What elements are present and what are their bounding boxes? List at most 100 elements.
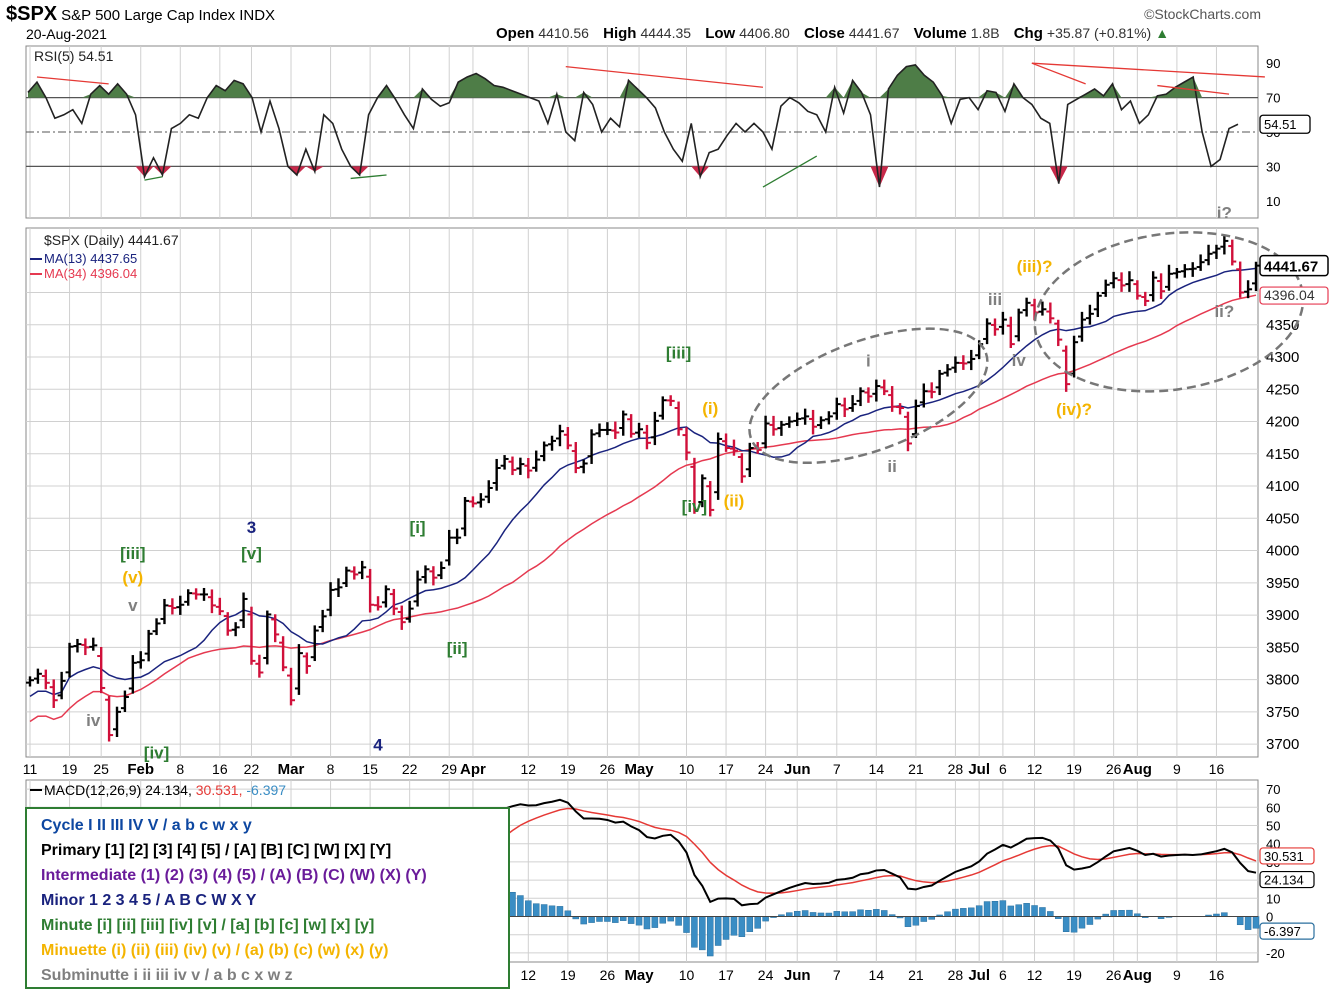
price-bar [959,355,968,370]
wave-degree-legend: Cycle I II III IV V / a b c w x y Primar… [25,807,510,989]
macd-hist-bar [786,912,793,917]
price-bar [287,667,296,706]
macd-hist-bar [983,901,991,917]
macd-hist-bar [817,912,825,917]
price-bar [429,566,438,586]
wave-label: (iii)? [1017,257,1053,276]
macd-hist-bar [1252,916,1260,929]
price-bar [840,397,849,418]
x-tick-label: 15 [362,761,378,777]
macd-hist-bar [667,916,674,922]
macd-x-tick-label: 10 [679,967,695,983]
macd-hist-bar [952,908,959,917]
macd-hist-bar [525,900,532,917]
legend-cycle: Cycle I II III IV V / a b c w x y [41,817,252,834]
macd-hist-bar [580,916,587,925]
price-bar [33,668,42,684]
macd-hist-bar [509,891,516,917]
x-tick-label: 6 [999,761,1007,777]
price-bar [65,642,74,678]
macd-hist-bar [706,916,714,957]
open-label: Open [496,25,535,42]
price-bar [342,566,351,588]
macd-hist-bar [873,909,880,917]
ma13-line [29,267,1257,697]
price-bar [223,612,232,636]
price-bar [508,456,517,476]
ohlc-bars [26,235,1260,742]
price-bar [848,395,857,412]
legend-minute: Minute [i] [ii] [iii] [iv] [v] / [a] [b]… [41,917,375,934]
price-bar [1093,291,1102,318]
price-bar [389,588,398,616]
price-bar [413,570,422,607]
price-bar [1141,291,1150,307]
wave-label: 4 [373,736,383,755]
price-y-tick-label: 4000 [1266,543,1299,560]
price-bar [26,676,34,687]
macd-hist-bar [556,906,564,917]
price-bar [579,459,588,474]
price-bar [1062,345,1071,392]
price-bar [453,528,462,545]
x-tick-label: 25 [93,761,109,777]
price-bar [1117,272,1126,292]
macd-x-tick-label: 21 [908,967,924,983]
price-bar [294,644,303,695]
close-price-box [1259,254,1329,277]
wave-label: [ii] [447,639,468,658]
macd-hist-bar [1236,916,1244,926]
price-bar [682,427,691,461]
x-tick-label: May [624,761,654,778]
price-y-tick-label: 3950 [1266,575,1299,592]
quote-bar: Open 4410.56 High 4444.35 Low 4406.80 Close… [496,25,1169,42]
price-bar [128,655,137,694]
price-bar [231,622,240,637]
wave-label: [i] [410,518,426,537]
price-bar [1125,271,1134,292]
macd-value-label: 24.134 [1264,873,1304,888]
wave-label: [iii] [120,544,146,563]
macd-x-tick-label: 26 [1106,967,1122,983]
rsi-line [27,64,1239,188]
x-tick-label: Aug [1123,761,1152,778]
macd-value-box [1259,922,1315,940]
price-bar [1228,239,1237,266]
price-bar [990,318,999,336]
macd-y-tick-label: 10 [1266,891,1280,906]
macd-x-tick-label: 19 [560,967,576,983]
price-bar [919,383,928,408]
macd-y-tick-label: 70 [1266,782,1280,797]
macd-hist-bar [643,916,651,930]
macd-y-tick-label: 50 [1266,819,1280,834]
price-bar [722,433,731,452]
price-bar [856,387,865,407]
macd-hist-bar [596,916,603,922]
macd-hist-bar [1086,916,1094,925]
macd-hist-bar [809,912,817,917]
exchange: INDX [239,7,276,24]
macd-hist-bar [944,911,951,917]
price-bar [81,638,90,656]
price-bar [97,647,106,694]
macd-x-tick-label: May [624,967,654,984]
price-bar [1180,264,1189,278]
price-bar [706,481,715,517]
x-tick-label: Apr [460,761,486,778]
macd-hist-bar [1221,912,1228,917]
price-bar [983,318,992,345]
price-bar [192,588,201,600]
price-bar [1014,308,1023,342]
rsi-divergence-line [36,76,109,85]
price-bar [279,636,288,672]
open-value: 4410.56 [538,25,589,41]
macd-hist-bar [746,916,754,932]
wave-label: [iv] [144,743,170,762]
price-bar [587,429,596,464]
rsi-support-line [762,155,818,188]
brand-logo[interactable]: ©StockCharts.com [1144,6,1261,22]
wave-label: v [128,596,138,615]
price-bar [880,379,889,396]
x-tick-label: 16 [212,761,228,777]
price-bar [1077,311,1086,342]
